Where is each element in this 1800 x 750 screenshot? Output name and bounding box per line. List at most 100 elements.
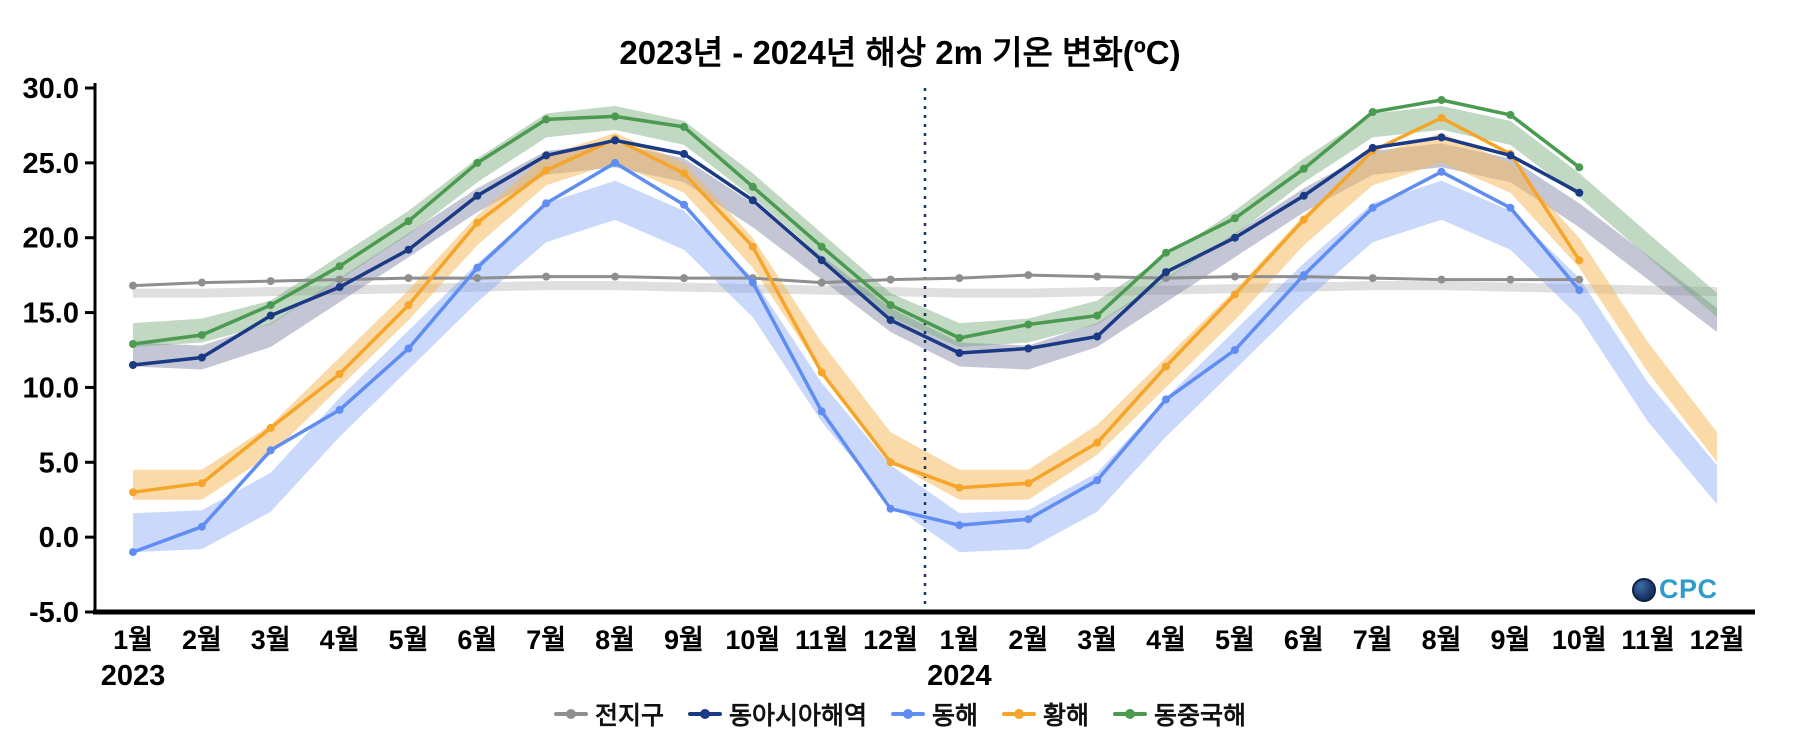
series-point-east-sea <box>129 548 137 557</box>
series-point-global <box>129 281 137 290</box>
legend: 전지구 동아시아해역 동해 황해 동중국해 <box>0 696 1800 732</box>
x-tick-label: 2월 <box>1008 625 1048 655</box>
ocpc-logo: CPC <box>1632 574 1718 605</box>
series-point-east-asia <box>404 245 413 254</box>
series-point-global <box>1024 271 1033 280</box>
series-point-yellow-sea <box>1024 479 1033 488</box>
legend-marker-icon <box>902 709 913 719</box>
series-point-yellow-sea <box>1437 113 1446 122</box>
x-tick-label: 2월 <box>182 625 222 655</box>
series-point-east-china <box>680 122 688 131</box>
series-point-yellow-sea <box>680 169 688 178</box>
x-tick-label: 4월 <box>1146 625 1186 655</box>
series-point-east-sea <box>955 521 964 530</box>
series-point-yellow-sea <box>129 488 137 497</box>
series-point-east-china <box>886 301 895 310</box>
series-point-east-sea <box>1506 203 1515 212</box>
ocpc-logo-text: CPC <box>1659 574 1718 604</box>
x-tick-label: 3월 <box>1077 625 1117 655</box>
series-point-east-asia <box>1575 188 1584 197</box>
climatology-band-global <box>133 281 1717 298</box>
series-point-east-china <box>1437 96 1446 104</box>
series-point-east-sea <box>1437 167 1446 176</box>
x-tick-label: 7월 <box>526 625 566 655</box>
x-tick-label: 6월 <box>1284 625 1324 655</box>
series-point-global <box>1230 272 1239 281</box>
legend-label-east-sea: 동해 <box>931 702 978 730</box>
series-point-east-china <box>611 112 620 121</box>
series-point-global <box>1506 275 1515 284</box>
legend-label-yellow-sea: 황해 <box>1043 702 1090 730</box>
series-line-yellow-sea <box>131 116 1582 494</box>
series-point-east-asia <box>1437 133 1446 142</box>
x-tick-label: 3월 <box>251 625 291 655</box>
y-tick-label: 20.0 <box>23 223 79 255</box>
series-point-east-asia <box>611 136 620 145</box>
series-point-global <box>335 275 344 284</box>
series-point-yellow-sea <box>1093 438 1102 447</box>
series-point-east-sea <box>1368 203 1377 212</box>
series-point-east-asia <box>542 151 551 160</box>
series-point-east-asia <box>1162 268 1170 277</box>
x-tick-label: 6월 <box>457 625 497 655</box>
series-point-east-china <box>1162 248 1170 257</box>
legend-swatch-east-sea <box>890 709 925 719</box>
series-point-east-sea <box>680 200 688 209</box>
series-point-east-china <box>955 334 964 342</box>
series-point-yellow-sea <box>1230 290 1239 299</box>
legend-swatch-east-asia <box>687 709 722 719</box>
series-line-east-asia <box>131 135 1582 367</box>
x-tick-label: 10월 <box>725 625 780 655</box>
series-point-yellow-sea <box>542 166 551 175</box>
series-point-east-asia <box>129 361 137 369</box>
series-point-yellow-sea <box>1162 362 1170 371</box>
chart-title: 2023년 - 2024년 해상 2m 기온 변화(ºC) <box>619 34 1181 71</box>
series-point-east-sea <box>197 522 206 531</box>
series-point-east-asia <box>335 283 344 292</box>
series-point-yellow-sea <box>886 458 895 467</box>
series-point-east-china <box>335 262 344 271</box>
year-label: 2023 <box>101 660 166 692</box>
series-line-east-sea <box>131 161 1582 554</box>
series-point-global <box>1093 272 1102 281</box>
legend-swatch-yellow-sea <box>1002 709 1036 719</box>
x-tick-label: 4월 <box>320 625 360 655</box>
series-point-east-china <box>1299 164 1308 173</box>
series-point-east-asia <box>1368 143 1377 152</box>
y-tick-label: 15.0 <box>23 298 79 330</box>
series-point-yellow-sea <box>404 301 413 310</box>
legend-item-east-sea[interactable]: 동해 <box>890 696 978 732</box>
series-point-east-sea <box>1024 515 1033 524</box>
series-point-global <box>542 272 551 281</box>
y-tick-label: 10.0 <box>23 372 79 404</box>
x-tick-label: 12월 <box>1690 625 1745 655</box>
climatology-band-east-sea <box>133 180 1717 553</box>
x-tick-label: 1월 <box>940 625 980 655</box>
legend-marker-icon <box>1125 709 1136 719</box>
series-point-east-asia <box>955 349 964 357</box>
legend-item-global[interactable]: 전지구 <box>553 696 664 732</box>
series-point-east-asia <box>1024 344 1033 353</box>
legend-item-yellow-sea[interactable]: 황해 <box>1002 696 1089 732</box>
legend-item-east-asia[interactable]: 동아시아해역 <box>687 696 867 732</box>
x-tick-label: 12월 <box>863 625 918 655</box>
series-point-east-asia <box>817 256 826 265</box>
series-point-global <box>817 278 826 287</box>
legend-label-east-asia: 동아시아해역 <box>728 702 867 730</box>
x-tick-label: 9월 <box>1490 625 1530 655</box>
year-label: 2024 <box>927 660 992 692</box>
x-tick-label: 8월 <box>1422 625 1462 655</box>
legend-item-east-china[interactable]: 동중국해 <box>1113 696 1246 732</box>
legend-swatch-global <box>553 709 588 719</box>
series-point-global <box>1575 275 1584 284</box>
series-point-east-sea <box>748 278 757 287</box>
series-point-east-china <box>542 115 551 124</box>
legend-swatch-east-china <box>1113 709 1148 719</box>
series-point-east-sea <box>611 158 620 167</box>
series-point-global <box>1368 274 1377 283</box>
y-tick-label: 0.0 <box>39 522 79 554</box>
x-tick-label: 5월 <box>389 625 429 655</box>
series-point-east-sea <box>1299 271 1308 280</box>
series-point-east-asia <box>680 149 688 158</box>
series-line-global <box>131 273 1581 288</box>
